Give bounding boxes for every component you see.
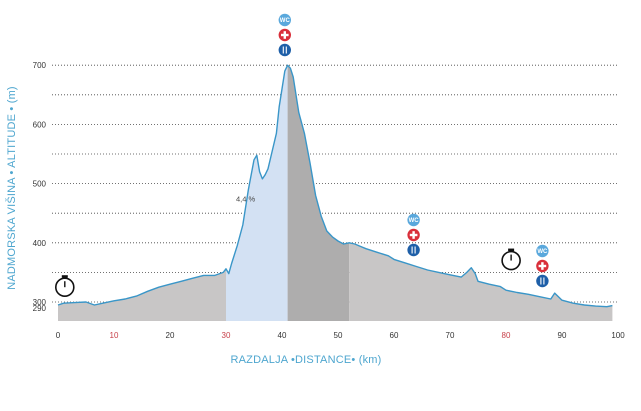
profile-segment <box>349 242 613 321</box>
stopwatch-icon <box>501 248 521 271</box>
food-icon-circle <box>407 243 420 257</box>
stopwatch-crown <box>61 275 68 278</box>
y-tick-label: 600 <box>33 120 47 129</box>
wc-icon: WC <box>407 213 420 227</box>
x-tick-label: 60 <box>390 331 399 340</box>
x-tick-label: 90 <box>558 331 567 340</box>
first-aid-icon <box>407 228 420 242</box>
x-tick-label: 0 <box>56 331 61 340</box>
first-aid-icon <box>536 259 549 273</box>
x-tick-label: 20 <box>166 331 175 340</box>
x-axis-ticks: 0 10 20 30 40 50 60 70 80 90 100 <box>56 331 625 340</box>
x-tick-label: 40 <box>278 331 287 340</box>
profile-segment <box>226 65 288 321</box>
first-aid-cross-h <box>281 33 289 37</box>
profile-segment <box>58 268 226 321</box>
x-tick-label: 50 <box>334 331 343 340</box>
profile-line <box>57 64 613 308</box>
x-tick-label: 80 <box>502 331 511 340</box>
food-icon <box>278 43 291 57</box>
annotations: 4,4 % <box>236 194 256 203</box>
food-icon <box>536 274 549 288</box>
food-icon <box>407 243 420 257</box>
markers: WC WC WC <box>55 13 549 298</box>
stopwatch-icon <box>55 275 75 298</box>
wc-icon-circle <box>278 13 291 27</box>
y-axis-title: NADMORSKA VIŠINA • ALTITUDE • (m) <box>5 86 18 290</box>
wc-icon-label: WC <box>537 249 548 255</box>
food-icon-circle <box>536 274 549 288</box>
y-tick-label: 700 <box>33 61 47 70</box>
wc-icon-label: WC <box>280 18 291 24</box>
stopwatch-crown <box>508 248 515 252</box>
x-tick-label: 100 <box>611 331 625 340</box>
y-tick-label: 290 <box>33 304 47 313</box>
y-tick-label: 500 <box>33 180 47 189</box>
food-icon-circle <box>278 43 291 57</box>
x-tick-label: 10 <box>110 331 119 340</box>
x-tick-label: 70 <box>446 331 455 340</box>
x-axis-title: RAZDALJA •DISTANCE• (km) <box>230 354 381 366</box>
y-tick-label: 400 <box>33 239 47 248</box>
series-line <box>57 64 613 308</box>
gradient-label: 4,4 % <box>236 194 256 203</box>
wc-icon-circle <box>407 213 420 227</box>
first-aid-cross-h <box>538 264 547 268</box>
wc-icon-label: WC <box>409 218 420 224</box>
first-aid-cross-h <box>409 233 418 237</box>
profile-segments <box>58 65 613 321</box>
wc-icon: WC <box>536 244 549 258</box>
wc-icon: WC <box>278 13 291 27</box>
x-tick-label: 30 <box>222 331 231 340</box>
wc-icon-circle <box>536 244 549 258</box>
first-aid-icon <box>278 28 291 42</box>
y-tick-label: 300 <box>33 298 47 307</box>
